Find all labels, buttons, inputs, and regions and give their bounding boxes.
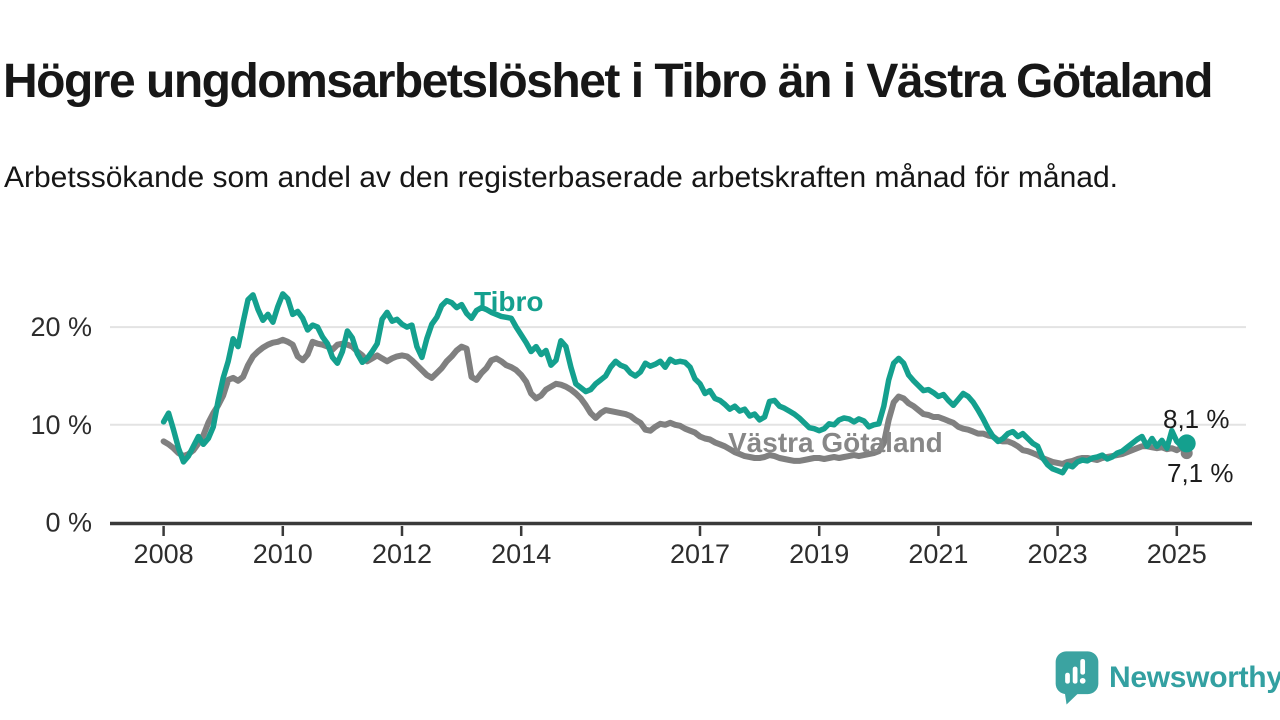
x-axis-tick-label: 2021 [908, 539, 968, 569]
tibro-series-label: Tibro [474, 286, 543, 317]
bar-short [1065, 672, 1070, 684]
x-axis-tick-label: 2010 [253, 539, 313, 569]
y-axis-tick-label: 10 % [30, 410, 92, 440]
y-axis-tick-label: 20 % [30, 312, 92, 342]
newsworthy-logo-icon [1055, 651, 1099, 705]
page-title: Högre ungdomsarbetslöshet i Tibro än i V… [3, 55, 1214, 109]
exclamation-dot [1079, 677, 1086, 684]
v-stra-g-taland-series-label: Västra Götaland [728, 427, 943, 458]
newsworthy-logo-text: Newsworthy [1109, 660, 1280, 694]
chart-subtitle: Arbetssökande som andel av den registerb… [4, 161, 1118, 194]
x-axis-tick-label: 2014 [491, 539, 551, 569]
x-axis-tick-label: 2019 [789, 539, 849, 569]
speech-bubble-tail [1064, 691, 1080, 705]
x-axis-tick-label: 2017 [670, 539, 730, 569]
v-stra-g-taland-line [160, 336, 1190, 467]
bar-tall [1072, 666, 1078, 684]
tibro-end-value-label: 8,1 % [1163, 404, 1230, 434]
y-axis-tick-label: 0 % [45, 508, 92, 538]
x-axis-tick-label: 2012 [372, 539, 432, 569]
tibro-end-dot [1177, 434, 1196, 453]
exclamation-bar [1080, 659, 1086, 675]
x-axis-tick-label: 2023 [1028, 539, 1088, 569]
tibro-line [160, 291, 1190, 476]
newsworthy-logo: Newsworthy [1054, 650, 1280, 705]
v-stra-g-taland-end-value-label: 7,1 % [1167, 458, 1234, 488]
x-axis-tick-label: 2025 [1147, 539, 1207, 569]
x-axis-tick-label: 2008 [134, 539, 194, 569]
